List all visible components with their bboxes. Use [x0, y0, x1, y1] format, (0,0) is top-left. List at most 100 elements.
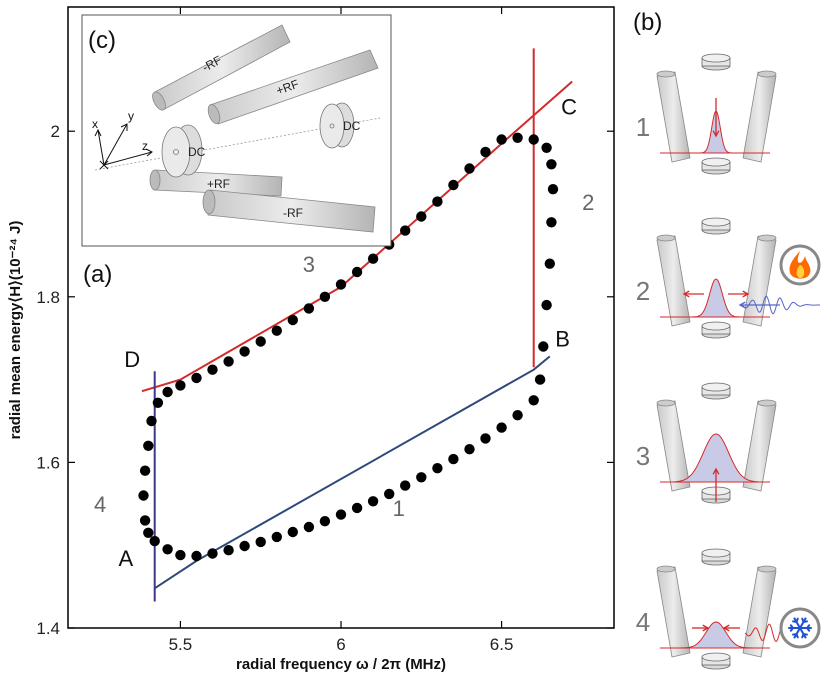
inset-c: (c) -RF +RF +RF -RF DC — [81, 14, 392, 247]
data-point — [149, 535, 160, 547]
data-point — [538, 341, 549, 352]
data-point — [480, 433, 491, 444]
corner-label: B — [555, 326, 570, 351]
data-point — [152, 397, 164, 408]
snowflake-branch — [801, 617, 805, 623]
x-axis-label: radial frequency ω / 2π (MHz) — [236, 656, 446, 673]
rf-rod-left — [656, 235, 691, 327]
rod-cap — [656, 399, 676, 407]
rod-cap — [757, 70, 777, 78]
data-point — [416, 211, 427, 222]
data-point — [271, 531, 282, 543]
data-point — [143, 440, 154, 451]
snowflake-icon — [788, 617, 812, 639]
dc-electrode: DC — [319, 102, 361, 149]
data-point — [255, 336, 266, 347]
data-point — [255, 536, 266, 548]
axis-y-label: y — [128, 109, 134, 123]
lift-arrow-head — [712, 467, 720, 475]
data-point — [496, 422, 507, 433]
axis-ticks: 5.5 6 6.5 1.4 1.6 1.8 2 — [36, 7, 614, 654]
data-point — [541, 142, 552, 153]
dc-cap — [701, 157, 731, 167]
dc-cap — [701, 652, 731, 662]
step-1: 1 — [636, 53, 777, 175]
step-number: 4 — [636, 607, 650, 637]
step-schematics: 1 2 3 4 — [636, 53, 821, 670]
rf-label-3: +RF — [207, 177, 230, 191]
data-point — [547, 184, 559, 195]
data-point — [367, 496, 379, 507]
data-point — [464, 444, 475, 455]
data-point — [319, 291, 331, 302]
data-point — [138, 490, 149, 501]
data-point — [162, 386, 173, 398]
data-point — [271, 325, 282, 336]
dc-cap — [701, 382, 731, 392]
data-point — [223, 356, 234, 367]
data-point — [448, 453, 459, 465]
series-line-1 — [154, 355, 551, 590]
data-point — [351, 266, 363, 278]
data-point — [287, 314, 298, 326]
rf-rod-left — [656, 71, 691, 163]
data-point — [146, 415, 157, 427]
rod-cap — [757, 234, 777, 242]
data-point — [400, 225, 411, 236]
compress-arrow-head — [712, 130, 720, 138]
data-point — [546, 217, 557, 228]
rf-rod: -RF — [202, 189, 376, 233]
x-tick-label: 6 — [336, 635, 345, 654]
y-tick-label: 1.8 — [36, 288, 60, 307]
data-point — [191, 550, 202, 562]
snowflake-branch — [792, 620, 798, 623]
data-point — [239, 540, 250, 552]
wavepacket — [674, 433, 759, 483]
y-tick-label: 1.6 — [36, 453, 60, 472]
data-point — [512, 132, 523, 143]
data-point — [207, 548, 218, 559]
dc-cap — [701, 548, 731, 558]
annotations: A B C D 1 2 3 4 — [94, 95, 594, 571]
stroke-label: 3 — [303, 252, 315, 277]
snowflake-branch — [806, 624, 811, 629]
y-axis-label: radial mean energy⟨H⟩(10⁻²⁴ J) — [7, 221, 24, 440]
rf-rod: +RF — [149, 169, 283, 197]
rf-rod-right — [742, 566, 777, 658]
rf-rod-right — [742, 400, 777, 492]
rf-rod: -RF — [152, 24, 291, 111]
data-point — [303, 521, 315, 533]
dc-label-1: DC — [188, 145, 206, 159]
data-point — [335, 509, 347, 520]
step-number: 2 — [636, 276, 650, 306]
data-point — [351, 502, 363, 514]
dc-cap — [701, 321, 731, 331]
rf-label-4: -RF — [283, 206, 303, 220]
panel-b-label: (b) — [633, 9, 662, 36]
rod-cap — [656, 70, 676, 78]
data-point — [448, 179, 459, 191]
x-tick-label: 6.5 — [490, 635, 514, 654]
dc-cap — [701, 53, 731, 63]
data-point — [496, 134, 507, 145]
step-number: 3 — [636, 441, 650, 471]
data-point — [544, 258, 555, 269]
data-point — [139, 465, 151, 476]
step-3: 3 — [636, 382, 777, 504]
step-4: 4 — [636, 548, 821, 670]
step-2: 2 — [636, 217, 821, 339]
dc-electrode: DC — [161, 124, 206, 178]
flame-icon-core — [796, 265, 805, 278]
step-number: 1 — [636, 112, 650, 142]
stroke-label: 4 — [94, 492, 106, 517]
corner-label: A — [118, 546, 133, 571]
stroke-label: 1 — [393, 496, 405, 521]
data-point — [162, 544, 173, 555]
data-point — [541, 299, 552, 311]
dc-cap — [701, 217, 731, 227]
stroke-label: 2 — [582, 190, 594, 215]
expand-arrow-left-head — [682, 290, 690, 298]
data-point — [546, 159, 557, 170]
data-point — [319, 516, 331, 527]
